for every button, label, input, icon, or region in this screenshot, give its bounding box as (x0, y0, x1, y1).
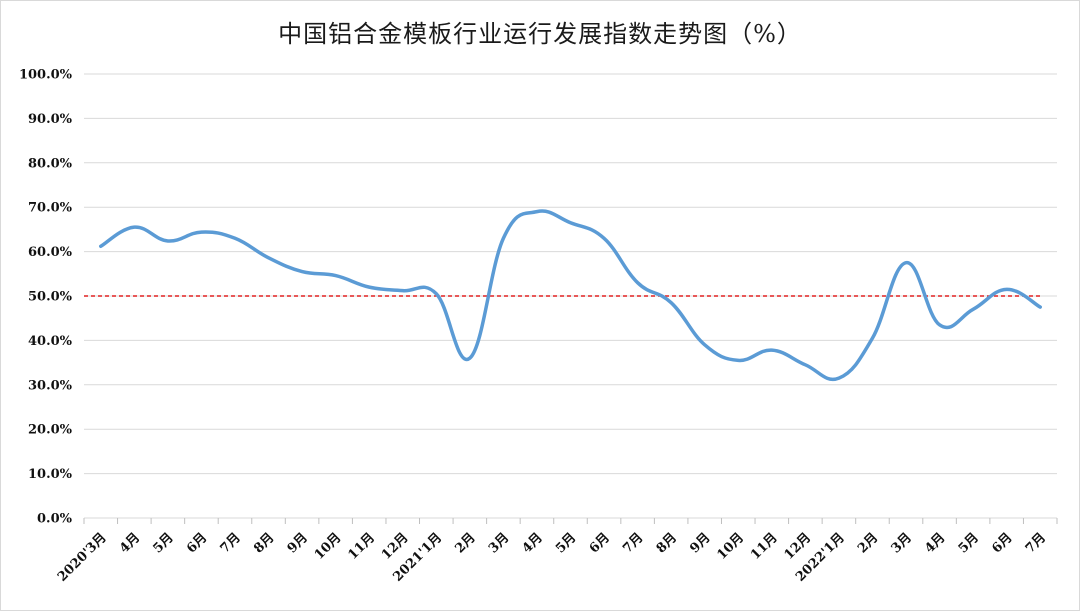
x-tick-label: 10月 (312, 530, 345, 563)
x-tick-label: 6月 (184, 530, 210, 556)
x-tick-label: 9月 (285, 530, 311, 556)
x-tick-label: 3月 (889, 530, 915, 556)
x-tick-label: 4月 (117, 530, 143, 556)
x-tick-label: 8月 (654, 530, 680, 556)
y-tick-label: 20.0% (28, 423, 73, 438)
x-tick-label: 5月 (956, 530, 982, 556)
y-tick-label: 10.0% (28, 467, 73, 482)
y-tick-label: 60.0% (28, 245, 73, 260)
x-tick-label: 9月 (687, 530, 713, 556)
x-tick-label: 8月 (251, 530, 277, 556)
x-tick-label: 10月 (714, 530, 747, 563)
y-tick-label: 90.0% (28, 112, 73, 127)
y-tick-label: 40.0% (28, 334, 73, 349)
x-tick-label: 6月 (587, 530, 613, 556)
y-tick-label: 0.0% (37, 512, 73, 527)
x-tick-label: 4月 (922, 530, 948, 556)
x-tick-label: 5月 (553, 530, 579, 556)
x-tick-label: 2月 (855, 530, 881, 556)
y-tick-label: 50.0% (28, 290, 73, 305)
x-tick-label: 11月 (345, 530, 378, 563)
x-tick-label: 5月 (151, 530, 177, 556)
x-tick-label: 2020'3月 (55, 530, 110, 585)
y-tick-label: 70.0% (28, 201, 73, 216)
x-tick-label: 3月 (486, 530, 512, 556)
y-tick-label: 80.0% (28, 156, 73, 171)
series-line (99, 209, 1042, 382)
x-tick-label: 4月 (520, 530, 546, 556)
x-tick-label: 6月 (989, 530, 1015, 556)
y-tick-label: 100.0% (19, 68, 73, 83)
chart-title: 中国铝合金模板行业运行发展指数走势图（%） (278, 20, 802, 48)
x-tick-label: 7月 (1023, 530, 1049, 556)
y-tick-label: 30.0% (28, 378, 73, 393)
x-tick-label: 11月 (748, 530, 781, 563)
x-tick-label: 7月 (218, 530, 244, 556)
x-tick-label: 2月 (452, 530, 478, 556)
x-tick-label: 7月 (620, 530, 646, 556)
